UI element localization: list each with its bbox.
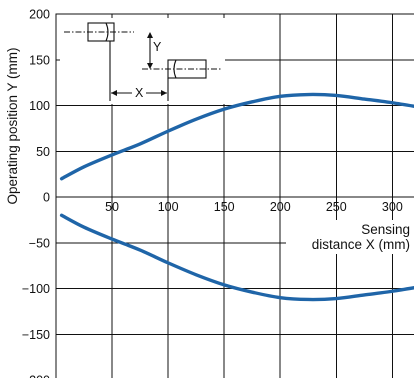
series-line-2 bbox=[59, 213, 414, 302]
x-tick-label-5: 300 bbox=[382, 200, 403, 214]
plot-frame bbox=[55, 13, 414, 378]
series-line-1 bbox=[59, 92, 414, 181]
y-tick-label-3: 50 bbox=[36, 145, 50, 159]
x-axis-title-background bbox=[286, 220, 414, 254]
series-group bbox=[59, 92, 414, 302]
x-axis-title-line1: Sensing bbox=[361, 222, 410, 237]
y-arrow-down bbox=[147, 63, 153, 69]
x-tick-label-2: 150 bbox=[214, 200, 235, 214]
y-tick-label-0: 200 bbox=[29, 8, 50, 22]
y-axis-title: Operating position Y (mm) bbox=[5, 47, 20, 204]
x-tick-label-3: 200 bbox=[270, 200, 291, 214]
y-tick-label-8: −200 bbox=[22, 374, 50, 378]
x-tick-label-1: 100 bbox=[158, 200, 179, 214]
x-tick-label-0: 50 bbox=[105, 200, 119, 214]
x-arrow-left bbox=[111, 90, 117, 96]
inset-y-label: Y bbox=[153, 40, 162, 54]
x-tick-labels: 50 100 150 200 250 300 bbox=[105, 200, 403, 214]
x-axis-title-line2: distance X (mm) bbox=[312, 237, 410, 252]
y-tick-labels: 200 150 100 50 0 −50 −100 −150 −200 bbox=[22, 8, 50, 378]
y-arrow-up bbox=[147, 32, 153, 38]
x-arrow-right bbox=[161, 90, 167, 96]
x-tick-label-4: 250 bbox=[326, 200, 347, 214]
y-tick-label-5: −50 bbox=[29, 236, 50, 250]
y-tick-label-2: 100 bbox=[29, 99, 50, 113]
y-tick-label-7: −150 bbox=[22, 328, 50, 342]
y-tick-label-4: 0 bbox=[43, 191, 50, 205]
inset-x-label: X bbox=[135, 86, 144, 100]
y-tick-label-6: −100 bbox=[22, 282, 50, 296]
sensor-diagram-inset: Y X bbox=[60, 18, 225, 104]
y-tick-label-1: 150 bbox=[29, 53, 50, 67]
